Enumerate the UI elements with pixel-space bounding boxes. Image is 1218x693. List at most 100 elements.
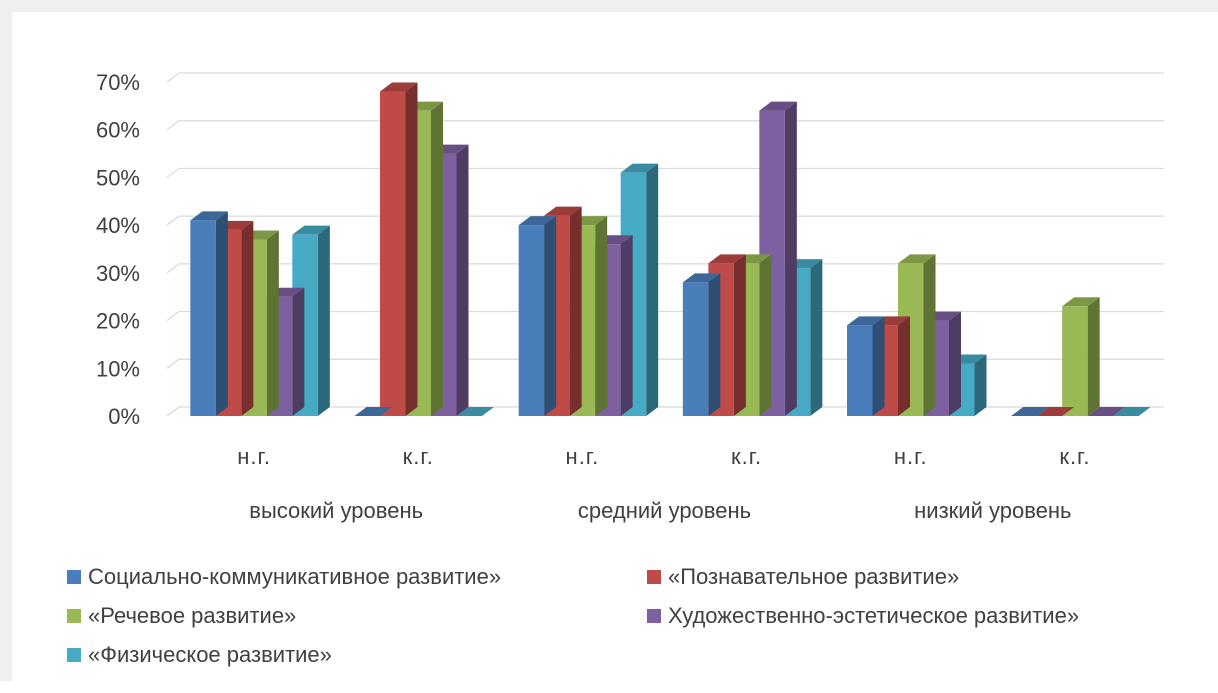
gridline-side <box>166 167 180 178</box>
bar-side <box>317 225 330 416</box>
legend-swatch <box>647 609 661 623</box>
bar-front <box>518 225 545 416</box>
legend-label: Социально-коммуникативное развитие» <box>88 564 502 589</box>
gridline-side <box>166 358 180 369</box>
bar-front <box>682 282 709 416</box>
bar <box>354 407 392 416</box>
x-group-label: средний уровень <box>578 498 751 523</box>
bar <box>1062 297 1100 416</box>
legend-item: «Речевое развитие» <box>67 603 296 629</box>
x-group-label: высокий уровень <box>249 498 423 523</box>
bar-side <box>292 287 305 416</box>
bar-side <box>974 354 987 416</box>
x-tick-label: к.г. <box>1059 444 1090 469</box>
y-tick-label: 10% <box>96 356 140 381</box>
bar <box>1087 407 1126 416</box>
bar-top <box>620 163 659 173</box>
bar <box>1113 407 1151 416</box>
x-tick-label: к.г. <box>403 444 434 469</box>
bar-side <box>266 230 279 416</box>
bar-side <box>810 259 823 416</box>
legend-label: «Познавательное развитие» <box>668 564 960 589</box>
bar-side <box>215 211 228 416</box>
bar-front <box>190 220 216 416</box>
bar <box>1036 407 1075 416</box>
legend-swatch <box>67 570 81 584</box>
bar-side <box>708 273 721 416</box>
legend-swatch <box>647 570 661 584</box>
bar-top <box>708 254 746 264</box>
bar-side <box>733 254 746 416</box>
bar-top <box>518 216 557 226</box>
y-tick-label: 30% <box>96 261 140 286</box>
bar <box>380 82 418 417</box>
y-axis: 0% 10% 20% 30% 40% 50% 60% 70% <box>96 70 140 429</box>
legend-label: «Физическое развитие» <box>88 642 332 667</box>
x-axis-groups: высокий уровень средний уровень низкий уро… <box>249 498 1071 523</box>
bar-front <box>847 325 873 416</box>
x-tick-label: к.г. <box>731 444 762 469</box>
bar-side <box>544 216 557 416</box>
bar-side <box>241 220 254 416</box>
bar-side <box>405 82 418 417</box>
gridline-side <box>166 215 180 226</box>
bar-top <box>847 316 885 326</box>
bar <box>190 211 228 416</box>
bar-side <box>646 163 659 416</box>
legend-item: Социально-коммуникативное развитие» <box>67 564 501 590</box>
legend-swatch <box>67 609 81 623</box>
x-group-label: низкий уровень <box>914 498 1071 523</box>
bar <box>682 273 721 416</box>
bar-front <box>380 91 406 417</box>
bar-top <box>190 211 228 221</box>
x-tick-label: н.г. <box>894 444 928 469</box>
y-tick-label: 20% <box>96 309 140 334</box>
bar-chart: 0% 10% 20% 30% 40% 50% 60% 70% н.г. к.г. н.г. к.г.… <box>96 70 1164 523</box>
bar-top <box>1113 407 1151 416</box>
y-tick-label: 50% <box>96 165 140 190</box>
y-tick-label: 70% <box>96 70 140 95</box>
bar-top <box>1011 407 1049 416</box>
x-axis-categories: н.г. к.г. н.г. к.г. н.г. к.г. <box>237 444 1090 469</box>
bar-side <box>784 101 797 416</box>
bar-side <box>569 206 582 416</box>
bar-side <box>620 235 633 416</box>
bar-side <box>898 316 910 416</box>
bar-top <box>544 206 582 216</box>
bar-side <box>949 311 961 416</box>
bar-top <box>292 225 330 235</box>
bar <box>1011 407 1049 416</box>
bar <box>456 407 494 416</box>
legend-label: «Речевое развитие» <box>88 603 297 628</box>
bar <box>518 216 557 416</box>
bar-front <box>1062 306 1088 416</box>
x-tick-label: н.г. <box>566 444 600 469</box>
gridline-side <box>166 263 180 274</box>
bar-side <box>456 144 469 417</box>
bar-top <box>1087 407 1126 416</box>
gridline-side <box>166 120 180 131</box>
bar-top <box>898 254 936 264</box>
gridlines <box>166 72 1164 417</box>
bar <box>847 316 885 416</box>
bar-top <box>1036 407 1075 416</box>
x-tick-label: н.г. <box>237 444 271 469</box>
bar-side <box>595 216 608 416</box>
bar-side <box>759 254 772 416</box>
bar-top <box>380 82 418 92</box>
legend-item: «Познавательное развитие» <box>647 564 959 590</box>
bar-side <box>872 316 885 416</box>
y-tick-label: 0% <box>108 404 140 429</box>
legend-item: Художественно-эстетическое развитие» <box>647 603 1079 629</box>
y-tick-label: 40% <box>96 213 140 238</box>
bar-top <box>456 407 494 416</box>
bar-side <box>1087 297 1100 416</box>
bar-top <box>1062 297 1100 307</box>
gridline-side <box>166 406 180 417</box>
legend-swatch <box>67 648 81 662</box>
bar-top <box>682 273 721 283</box>
bar-side <box>923 254 936 416</box>
bar-side <box>431 101 443 416</box>
legend-label: Художественно-эстетическое развитие» <box>668 603 1080 628</box>
gridline-side <box>166 311 180 322</box>
